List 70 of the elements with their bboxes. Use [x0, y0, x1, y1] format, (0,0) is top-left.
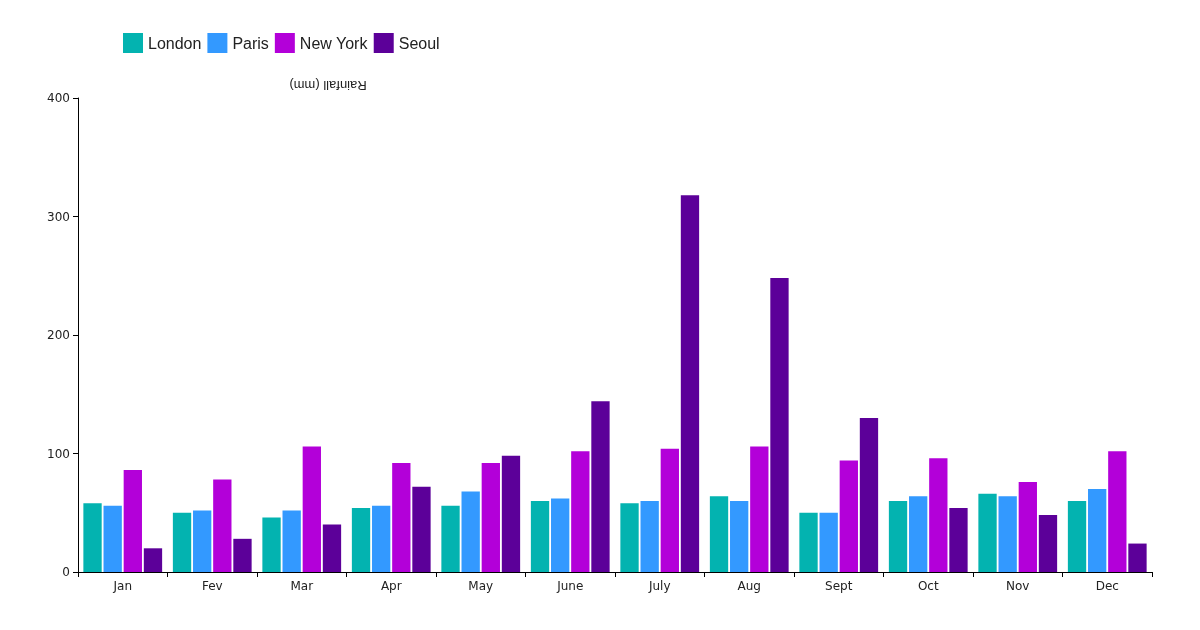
- x-tick-label: Jan: [112, 579, 132, 593]
- bar: [1038, 515, 1058, 572]
- bar: [929, 458, 948, 572]
- x-tick-label: Apr: [380, 579, 402, 593]
- bar: [302, 446, 321, 572]
- y-tick-label: 100: [47, 446, 70, 461]
- bar: [83, 503, 102, 572]
- bar: [888, 500, 908, 572]
- bar: [213, 479, 232, 572]
- bar: [1067, 500, 1087, 572]
- bar: [461, 491, 480, 572]
- y-tick-label: 400: [47, 91, 70, 105]
- bar: [591, 401, 610, 572]
- bar: [571, 451, 590, 572]
- bar: [640, 500, 659, 572]
- bar: [551, 498, 570, 572]
- bar: [1088, 489, 1107, 572]
- x-tick-label: Dec: [1095, 579, 1119, 593]
- bar: [819, 512, 838, 572]
- bar: [709, 496, 729, 572]
- bar: [949, 508, 968, 572]
- bar: [172, 512, 192, 572]
- y-axis-title: Rainfall (mm): [289, 78, 367, 93]
- bar: [412, 486, 431, 572]
- bar: [392, 462, 411, 572]
- legend-label: New York: [299, 34, 369, 52]
- bar: [799, 512, 818, 572]
- legend-label: London: [148, 34, 202, 52]
- bar: [1128, 543, 1147, 572]
- y-tick-label: 200: [47, 328, 70, 342]
- bar: [501, 455, 521, 572]
- bar: [770, 278, 789, 572]
- x-tick-label: May: [468, 579, 494, 593]
- bar: [998, 496, 1017, 572]
- bar: [839, 460, 858, 572]
- bar: [143, 548, 163, 572]
- x-tick-label: July: [647, 579, 671, 593]
- bar: [978, 493, 997, 572]
- y-tick-label: 0: [62, 565, 70, 579]
- bar: [660, 448, 679, 572]
- bar: [351, 508, 371, 572]
- bar: [481, 462, 500, 572]
- bar: [103, 505, 122, 572]
- bar: [620, 503, 639, 572]
- bar: [193, 510, 212, 572]
- bar: [123, 470, 142, 572]
- x-tick-label: June: [556, 579, 584, 593]
- x-tick-label: Oct: [917, 579, 939, 593]
- legend-label: Paris: [232, 34, 269, 52]
- x-tick-label: Mar: [290, 579, 314, 593]
- x-tick-label: Sept: [825, 579, 853, 593]
- x-tick-label: Aug: [737, 579, 761, 593]
- x-tick-label: Fev: [201, 579, 223, 593]
- bar: [322, 524, 342, 572]
- bar: [282, 510, 301, 572]
- bar: [530, 500, 550, 572]
- bar: [909, 496, 928, 572]
- x-tick-label: Nov: [1006, 579, 1030, 593]
- bar: [1108, 451, 1127, 572]
- bar: [680, 195, 700, 572]
- bar: [730, 500, 749, 572]
- bar: [233, 538, 252, 572]
- bar: [262, 517, 281, 572]
- legend-label: Seoul: [398, 34, 440, 52]
- bar: [441, 505, 460, 572]
- bar: [1018, 481, 1037, 572]
- bar: [372, 505, 391, 572]
- bar: [750, 446, 769, 572]
- bar: [859, 417, 879, 572]
- y-tick-label: 300: [47, 209, 70, 224]
